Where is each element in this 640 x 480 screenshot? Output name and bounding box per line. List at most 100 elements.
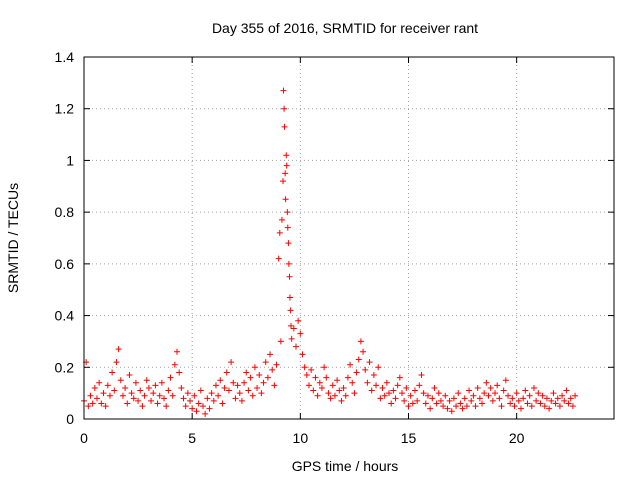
data-point-plus xyxy=(284,209,291,216)
data-point-plus xyxy=(357,338,364,345)
data-point-plus xyxy=(285,240,292,247)
data-point-plus xyxy=(312,374,319,381)
data-point-plus xyxy=(468,397,475,404)
data-point-plus xyxy=(283,152,290,159)
data-point-plus xyxy=(440,403,447,410)
data-point-plus xyxy=(442,392,449,399)
data-point-plus xyxy=(336,387,343,394)
data-point-plus xyxy=(197,387,204,394)
data-point-plus xyxy=(437,397,444,404)
data-point-plus xyxy=(215,392,222,399)
data-point-plus xyxy=(91,384,98,391)
data-point-plus xyxy=(208,390,215,397)
data-point-plus xyxy=(106,392,113,399)
data-point-plus xyxy=(470,392,477,399)
data-point-plus xyxy=(225,387,232,394)
data-point-plus xyxy=(559,392,566,399)
data-point-plus xyxy=(321,364,328,371)
data-point-plus xyxy=(517,405,524,412)
data-point-plus xyxy=(522,387,529,394)
data-point-plus xyxy=(448,408,455,415)
data-point-plus xyxy=(234,382,241,389)
data-point-plus xyxy=(539,392,546,399)
data-point-plus xyxy=(364,379,371,386)
data-point-plus xyxy=(230,379,237,386)
data-point-plus xyxy=(137,387,144,394)
y-axis-label: SRMTID / TECUs xyxy=(5,183,21,293)
data-point-plus xyxy=(399,390,405,397)
data-point-plus xyxy=(275,255,282,262)
data-point-plus xyxy=(284,224,291,231)
data-point-plus xyxy=(87,392,94,399)
data-point-plus xyxy=(340,384,347,391)
data-point-plus xyxy=(535,390,542,397)
data-point-plus xyxy=(500,387,507,394)
data-point-plus xyxy=(98,400,105,407)
data-point-plus xyxy=(143,377,150,384)
data-point-plus xyxy=(569,403,576,410)
y-tick-label: 1 xyxy=(66,152,74,168)
data-point-plus xyxy=(132,379,139,386)
data-point-plus xyxy=(204,395,211,402)
data-point-plus xyxy=(347,361,354,368)
data-point-plus xyxy=(286,273,293,280)
data-point-plus xyxy=(327,395,334,402)
data-point-plus xyxy=(494,382,501,389)
data-point-plus xyxy=(145,384,152,391)
data-point-plus xyxy=(427,405,434,412)
data-point-plus xyxy=(247,374,254,381)
data-point-plus xyxy=(287,307,294,314)
data-point-plus xyxy=(109,369,116,376)
data-point-plus xyxy=(167,374,174,381)
data-point-plus xyxy=(113,359,120,366)
data-point-plus xyxy=(310,387,317,394)
data-point-plus xyxy=(314,392,321,399)
data-point-plus xyxy=(483,379,490,386)
data-point-plus xyxy=(184,390,191,397)
axis-ticks xyxy=(83,56,614,420)
data-point-plus xyxy=(148,397,155,404)
data-point-plus xyxy=(117,377,124,384)
data-point-plus xyxy=(390,387,397,394)
data-point-plus xyxy=(528,403,535,410)
data-point-plus xyxy=(89,400,96,407)
data-point-plus xyxy=(238,397,245,404)
data-point-plus xyxy=(520,395,527,402)
data-point-plus xyxy=(368,387,375,394)
data-point-plus xyxy=(126,372,133,379)
y-tick-label: 0.8 xyxy=(55,204,75,220)
data-point-plus xyxy=(338,397,345,404)
data-point-plus xyxy=(189,405,196,412)
x-tick-label: 10 xyxy=(293,430,309,446)
data-point-plus xyxy=(416,382,423,389)
data-point-plus xyxy=(283,162,290,169)
data-point-plus xyxy=(141,392,148,399)
data-point-plus xyxy=(282,196,289,203)
data-point-plus xyxy=(286,294,293,301)
data-point-plus xyxy=(249,392,256,399)
data-point-plus xyxy=(541,403,548,410)
data-point-plus xyxy=(444,405,451,412)
data-point-plus xyxy=(308,366,315,373)
data-point-plus xyxy=(193,408,200,415)
data-point-plus xyxy=(561,397,568,404)
data-point-plus xyxy=(271,382,278,389)
data-point-plus xyxy=(524,400,531,407)
data-point-plus xyxy=(281,123,288,130)
data-point-plus xyxy=(479,400,486,407)
x-tick-label: 0 xyxy=(80,430,88,446)
data-point-plus xyxy=(85,403,92,410)
data-point-plus xyxy=(466,387,473,394)
data-point-plus xyxy=(505,392,511,399)
data-point-plus xyxy=(150,390,157,397)
data-point-plus xyxy=(563,387,570,394)
data-point-plus xyxy=(228,359,235,366)
data-point-plus xyxy=(281,105,288,112)
data-point-plus xyxy=(546,405,553,412)
data-point-plus xyxy=(154,400,161,407)
data-point-plus xyxy=(293,343,299,350)
data-point-plus xyxy=(195,400,202,407)
data-point-plus xyxy=(424,392,431,399)
data-point-plus xyxy=(433,400,440,407)
data-point-plus xyxy=(163,403,170,410)
